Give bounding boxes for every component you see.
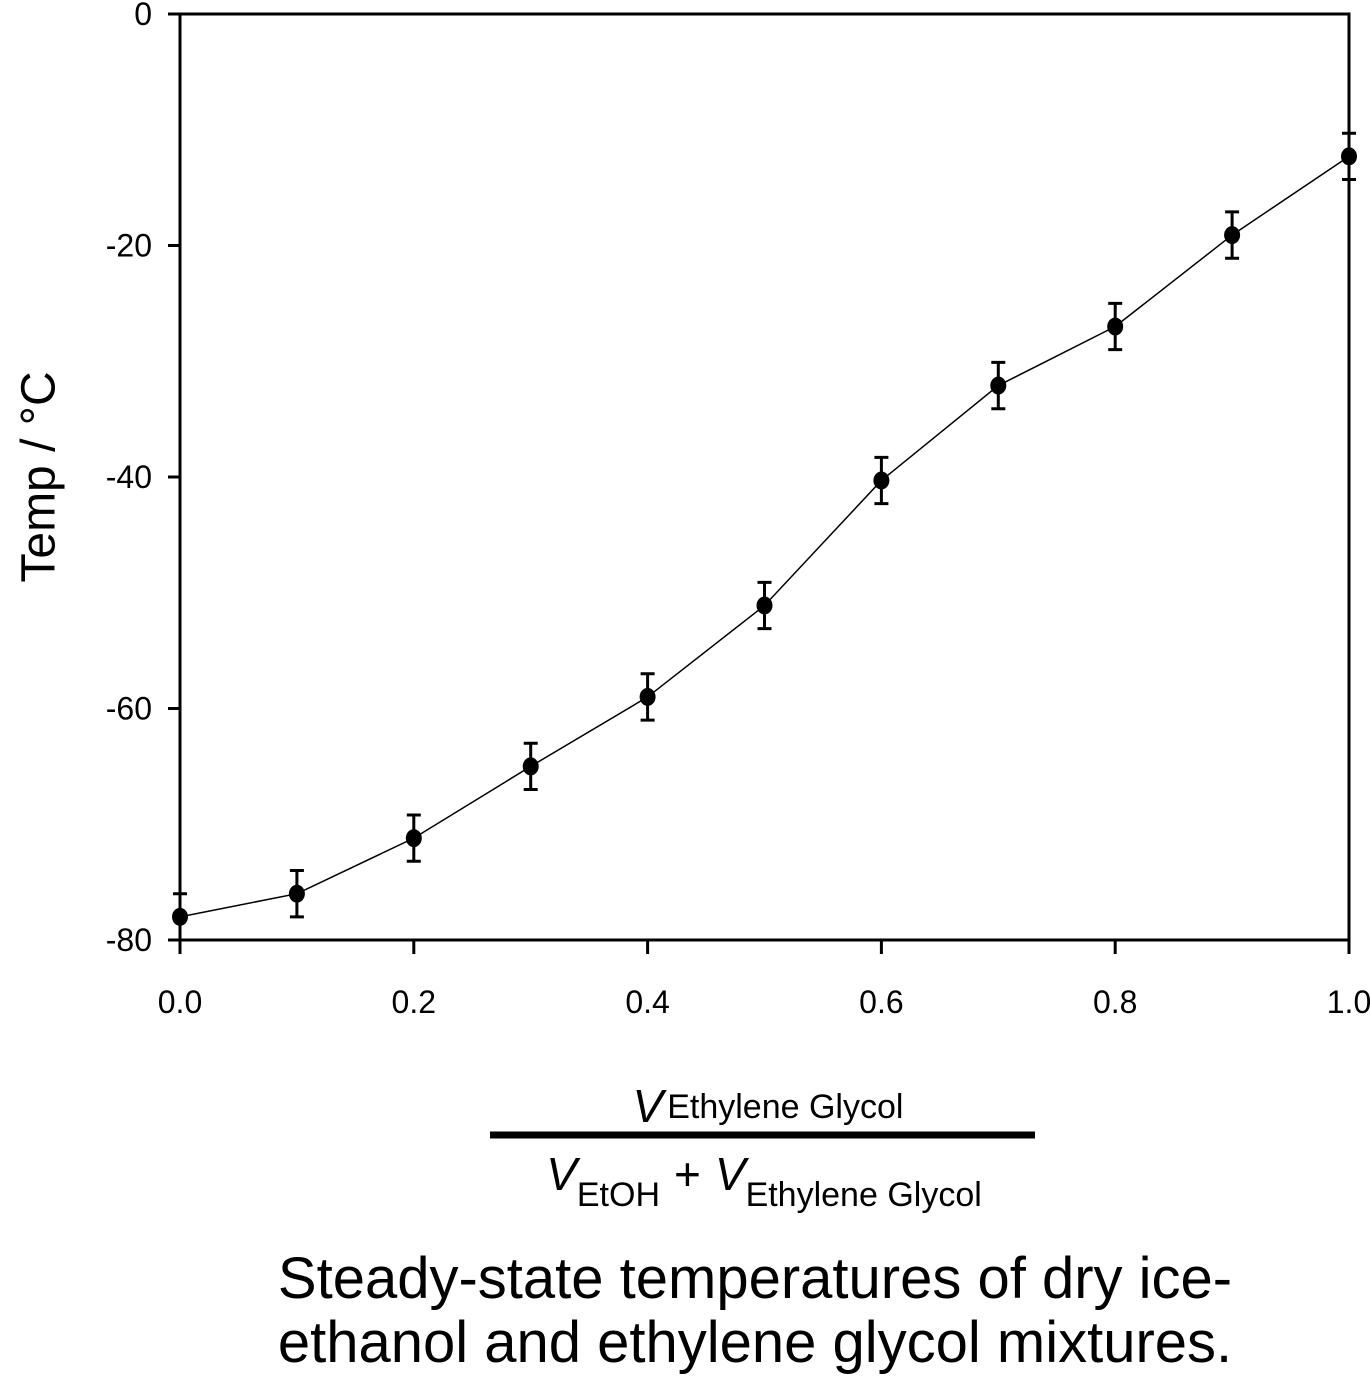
y-axis-label: Temp / °C bbox=[13, 371, 66, 582]
point bbox=[873, 471, 890, 490]
point bbox=[405, 829, 422, 848]
point bbox=[1341, 147, 1357, 166]
x-tick-label: 0.4 bbox=[625, 984, 669, 1020]
x-label-numerator: V Ethylene Glycol bbox=[633, 1080, 904, 1132]
symbol: V bbox=[715, 1148, 750, 1200]
x-tick-label: 1.0 bbox=[1327, 984, 1370, 1020]
y-tick-label: -40 bbox=[106, 459, 152, 495]
point bbox=[522, 757, 539, 776]
y-tick-label: -80 bbox=[106, 922, 152, 958]
subscript: Ethylene Glycol bbox=[667, 1088, 903, 1126]
point bbox=[1224, 226, 1241, 245]
symbol: V bbox=[633, 1080, 668, 1132]
symbol: V bbox=[546, 1148, 581, 1200]
caption-line: ethanol and ethylene glycol mixtures. bbox=[278, 1310, 1232, 1375]
subscript: EtOH bbox=[577, 1176, 660, 1214]
y-tick-label: -60 bbox=[106, 691, 152, 727]
caption-line: Steady-state temperatures of dry ice- bbox=[278, 1246, 1232, 1311]
x-tick-label: 0.2 bbox=[392, 984, 436, 1020]
x-tick-label: 0.0 bbox=[158, 984, 202, 1020]
x-tick-label: 0.6 bbox=[859, 984, 903, 1020]
subscript: Ethylene Glycol bbox=[746, 1176, 982, 1214]
point bbox=[756, 596, 773, 615]
y-tick-label: -20 bbox=[106, 228, 152, 264]
point bbox=[1107, 317, 1124, 336]
y-tick-label: 0 bbox=[134, 0, 152, 32]
point bbox=[990, 376, 1007, 395]
operator: + bbox=[674, 1148, 701, 1200]
point bbox=[639, 687, 656, 706]
point bbox=[172, 907, 188, 926]
plot-frame bbox=[178, 12, 1351, 942]
point bbox=[288, 884, 305, 903]
line bbox=[179, 155, 1350, 918]
x-label-denominator: VEtOH + VEthylene Glycol bbox=[546, 1148, 982, 1214]
x-tick-label: 0.8 bbox=[1093, 984, 1137, 1020]
